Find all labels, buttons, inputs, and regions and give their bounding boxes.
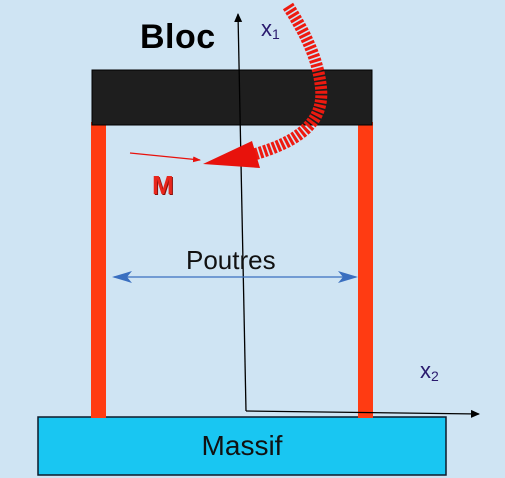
x2-base: x [420, 358, 431, 383]
right-beam [358, 122, 373, 418]
left-beam [91, 122, 106, 418]
massif-block [37, 416, 447, 476]
x2-subscript: 2 [431, 368, 439, 384]
bloc-label: Bloc [140, 18, 216, 56]
bloc-block [91, 69, 373, 126]
moment-label: M [152, 170, 174, 200]
poutres-label: Poutres [186, 245, 276, 275]
moment-curved-arrow [203, 2, 328, 168]
x2-axis [245, 409, 480, 418]
x1-axis-label: x1 [261, 16, 280, 42]
moment-vector-arrow [129, 152, 201, 163]
x1-axis [234, 13, 247, 412]
massif-label: Massif [201, 430, 283, 461]
x1-base: x [261, 16, 272, 41]
x2-axis-label: x2 [420, 358, 439, 384]
x1-subscript: 1 [272, 26, 280, 42]
